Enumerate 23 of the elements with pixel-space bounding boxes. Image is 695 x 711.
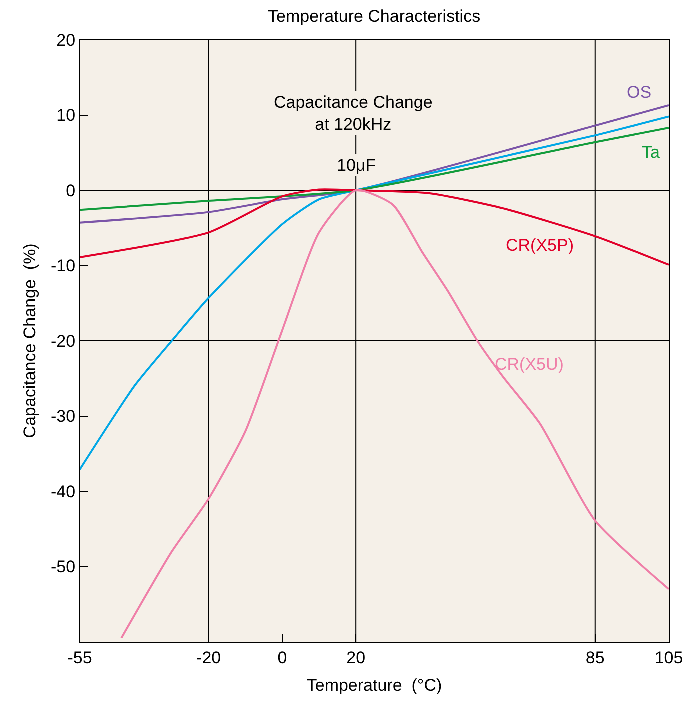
y-tick-label: -10: [51, 256, 76, 276]
y-tick-label: -20: [51, 332, 76, 351]
y-tick-label: -30: [51, 407, 76, 426]
y-tick-label: 10: [56, 106, 76, 126]
y-tick-label: -50: [51, 558, 76, 577]
x-axis-title: Temperature (°C): [306, 676, 442, 695]
x-tick-label: 105: [654, 648, 684, 668]
x-tick-label: 0: [278, 648, 288, 668]
annotation: Capacitance Change at 120kHz: [274, 93, 433, 134]
chart-title: Temperature Characteristics: [268, 7, 481, 26]
x-tick-label: -20: [196, 648, 222, 668]
y-tick-label: 20: [56, 30, 76, 50]
y-tick-label: 0: [66, 181, 76, 200]
annotation: 10μF: [337, 156, 376, 175]
y-axis-title: Capacitance Change (%): [20, 244, 40, 438]
series-label: Ta: [642, 143, 660, 162]
series-label: OS: [627, 83, 652, 102]
series-label: CR(X5U): [495, 355, 564, 374]
x-tick-label: 85: [586, 648, 605, 668]
x-tick-label: 20: [346, 648, 366, 668]
x-tick-label: -55: [68, 648, 92, 668]
series-label: CR(X5P): [506, 236, 574, 255]
y-tick-label: -40: [51, 482, 76, 502]
